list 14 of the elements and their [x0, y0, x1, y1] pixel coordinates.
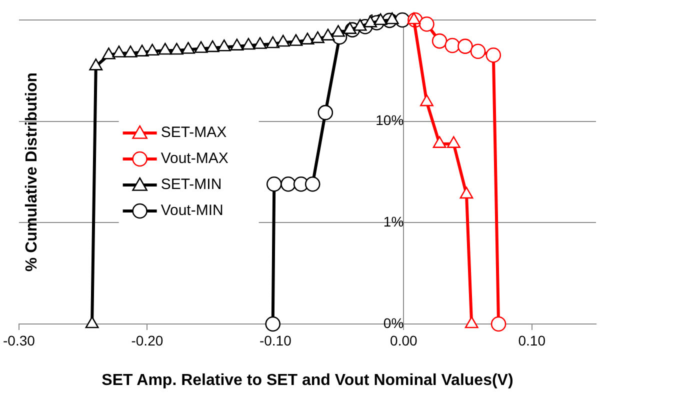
x-tick-label: 0.10 — [518, 332, 546, 348]
x-tick-label: -0.10 — [259, 332, 292, 348]
x-tick-label: 0.00 — [390, 332, 418, 348]
y-axis-title: % Cumulative Distribution — [23, 72, 40, 272]
legend-label: SET-MAX — [160, 124, 227, 142]
legend-label: Vout-MAX — [160, 150, 228, 168]
y-tick-label: 1% — [383, 214, 404, 230]
y-tick-label: 0% — [383, 314, 404, 331]
legend-label: SET-MIN — [160, 176, 222, 194]
x-tick-label: -0.30 — [2, 332, 36, 348]
legend-label: Vout-MIN — [160, 202, 224, 220]
y-tick-label: 10% — [376, 112, 404, 128]
x-tick-label: -0.20 — [131, 332, 164, 348]
x-axis-title: SET Amp. Relative to SET and Vout Nominal Values(V) — [102, 372, 514, 389]
